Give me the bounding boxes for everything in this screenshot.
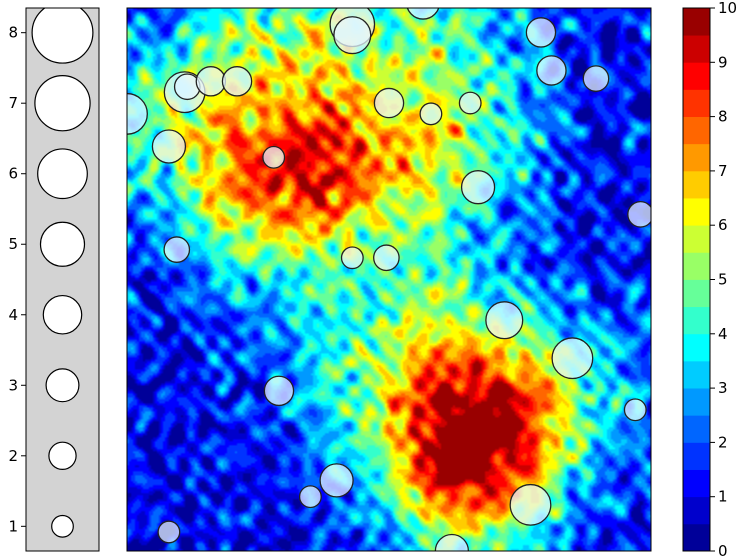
scatter-point: [485, 301, 524, 340]
colorbar-tick-label: 4: [718, 325, 728, 343]
size-legend-frame: [25, 7, 100, 552]
size-legend-marker: [34, 75, 91, 132]
colorbar-band: [683, 442, 710, 470]
scatter-point: [151, 129, 187, 164]
scatter-point: [157, 520, 181, 544]
colorbar-tick-label: 10: [718, 0, 737, 17]
scatter-point: [262, 145, 286, 169]
size-legend-marker: [45, 368, 80, 403]
scatter-point: [406, 8, 440, 20]
scatter-point: [460, 170, 496, 205]
size-legend-tick-label: 4: [8, 306, 18, 324]
scatter-point: [163, 236, 191, 263]
colorbar-tick-label: 6: [718, 216, 728, 234]
scatter-point: [458, 91, 482, 115]
scatter-point: [298, 485, 322, 509]
size-legend-tick-label: 5: [8, 235, 18, 253]
colorbar-band: [683, 415, 710, 443]
contour-plot-frame: [126, 7, 652, 552]
size-legend-marker: [48, 441, 77, 470]
colorbar-tick-label: 5: [718, 271, 728, 289]
scatter-point: [263, 375, 295, 407]
colorbar-tick-label: 0: [718, 542, 728, 560]
scatter-point: [525, 17, 557, 48]
colorbar-band: [683, 8, 710, 36]
colorbar-bands: [683, 8, 710, 552]
colorbar-band: [683, 306, 710, 335]
colorbar-band: [683, 523, 710, 552]
colorbar-band: [683, 333, 710, 362]
colorbar-band: [683, 89, 710, 117]
colorbar-band: [683, 496, 710, 525]
scatter-point: [319, 463, 354, 498]
colorbar-tick-label: 1: [718, 488, 728, 506]
size-legend-marker: [31, 8, 94, 64]
scatter-point: [551, 337, 594, 380]
size-legend-tick-label: 3: [8, 376, 18, 394]
scatter-points: [127, 8, 651, 551]
colorbar-tick-label: 7: [718, 162, 728, 180]
scatter-point: [509, 483, 552, 526]
colorbar-band: [683, 388, 710, 416]
size-legend-marker: [51, 514, 74, 538]
colorbar-tick-label: 8: [718, 108, 728, 126]
scatter-point: [373, 244, 400, 272]
scatter-point: [333, 16, 372, 55]
scatter-point: [373, 87, 405, 119]
scatter-point: [419, 102, 443, 126]
colorbar: 0 1 2 3 4 5 6 7 8 9 10: [682, 0, 737, 560]
size-legend-tick-label: 7: [8, 94, 18, 112]
scatter-point: [195, 66, 227, 97]
size-legend-tick-label: 6: [8, 165, 18, 183]
colorbar-tick-label: 3: [718, 379, 728, 397]
scatter-point: [627, 200, 651, 228]
scatter-point: [582, 65, 610, 92]
size-legend-marker: [42, 294, 83, 335]
colorbar-band: [683, 35, 710, 63]
size-legend-points: [31, 8, 94, 538]
scatter-point: [623, 398, 647, 422]
colorbar-band: [683, 198, 710, 226]
colorbar-band: [683, 469, 710, 498]
colorbar-tick-label: 9: [718, 53, 728, 71]
colorbar-ticks: 0 1 2 3 4 5 6 7 8 9 10: [710, 0, 737, 560]
size-legend-axis: 1 2 3 4 5 6 7 8: [8, 7, 100, 552]
colorbar-band: [683, 170, 710, 199]
size-legend-marker: [39, 221, 86, 267]
scatter-point: [221, 66, 253, 97]
colorbar-band: [683, 116, 710, 145]
colorbar-band: [683, 62, 710, 90]
size-legend-marker: [37, 148, 88, 200]
size-legend-tick-label: 8: [8, 24, 18, 42]
size-legend-tick-label: 1: [8, 517, 18, 535]
scatter-point: [434, 533, 470, 551]
scatter-point: [536, 55, 567, 86]
scatter-point: [340, 246, 364, 270]
colorbar-band: [683, 279, 710, 308]
colorbar-tick-label: 2: [718, 433, 728, 451]
colorbar-band: [683, 252, 710, 280]
contour-plot-axis: [126, 7, 652, 552]
size-legend-y-ticks: 1 2 3 4 5 6 7 8: [8, 24, 26, 535]
colorbar-band: [683, 143, 710, 172]
colorbar-band: [683, 225, 710, 253]
scatter-point: [127, 92, 148, 135]
colorbar-band: [683, 360, 710, 389]
size-legend-tick-label: 2: [8, 447, 18, 465]
